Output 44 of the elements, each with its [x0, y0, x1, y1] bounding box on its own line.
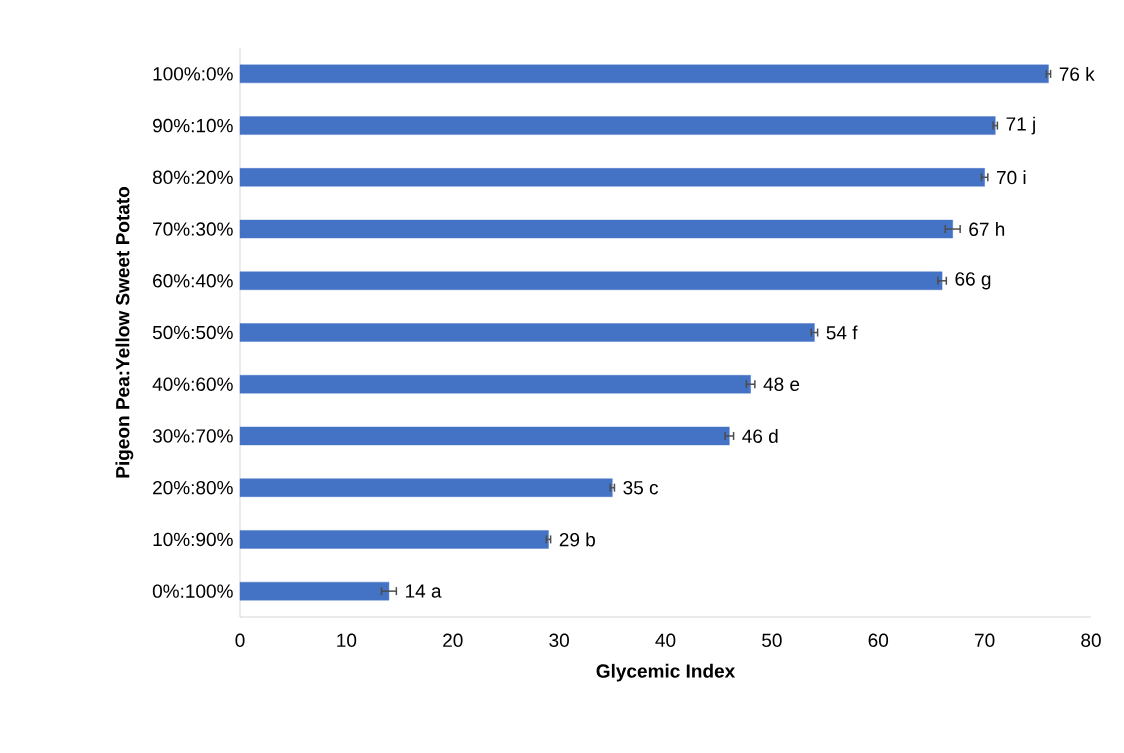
x-tick-label: 0 [235, 633, 245, 647]
data-label: 71 j [1006, 116, 1035, 135]
bar [239, 426, 730, 446]
y-tick-label: 100%:0% [153, 67, 233, 81]
x-tick-label: 20 [443, 633, 463, 647]
bar [239, 271, 943, 290]
bar [239, 530, 549, 549]
x-tick-label: 30 [549, 633, 569, 647]
y-tick-label: 70%:30% [153, 222, 233, 236]
y-tick-label: 50%:50% [152, 325, 233, 340]
bar [239, 168, 985, 187]
bar [239, 64, 1049, 84]
data-label: 46 d [742, 428, 778, 443]
data-label: 66 g [955, 272, 991, 290]
data-label: 54 f [826, 325, 858, 340]
bar [239, 581, 390, 601]
x-tick-label: 80 [1081, 633, 1101, 647]
y-tick-label: 20%:80% [153, 480, 233, 495]
x-tick-label: 70 [975, 633, 995, 647]
y-axis-title: Pigeon Pea:Yellow Sweet Potato [115, 187, 134, 478]
x-axis-title: Glycemic Index [596, 663, 736, 682]
bar [239, 375, 751, 394]
y-tick-label: 0%:100% [152, 584, 233, 598]
y-tick-label: 10%:90% [153, 532, 233, 547]
x-tick-label: 10 [337, 633, 357, 647]
data-label: 70 i [996, 170, 1026, 185]
data-label: 48 e [763, 377, 800, 391]
data-label: 14 a [406, 584, 442, 598]
x-tick-label: 60 [868, 633, 889, 647]
y-tick-label: 80%:20% [152, 170, 233, 185]
bar [239, 323, 815, 342]
y-tick-label: 30%:70% [152, 429, 233, 443]
y-tick-label: 90%:10% [153, 118, 233, 133]
data-label: 76 k [1059, 66, 1095, 81]
data-label: 35 c [623, 480, 659, 495]
x-tick-label: 40 [655, 633, 676, 647]
data-label: 29 b [559, 532, 595, 547]
data-label: 67 h [969, 222, 1005, 237]
y-tick-label: 40%:60% [152, 377, 233, 391]
bar [239, 478, 613, 497]
x-tick-label: 50 [762, 633, 782, 647]
bar [239, 116, 996, 135]
y-tick-label: 60%:40% [153, 274, 233, 288]
bar [239, 219, 953, 239]
